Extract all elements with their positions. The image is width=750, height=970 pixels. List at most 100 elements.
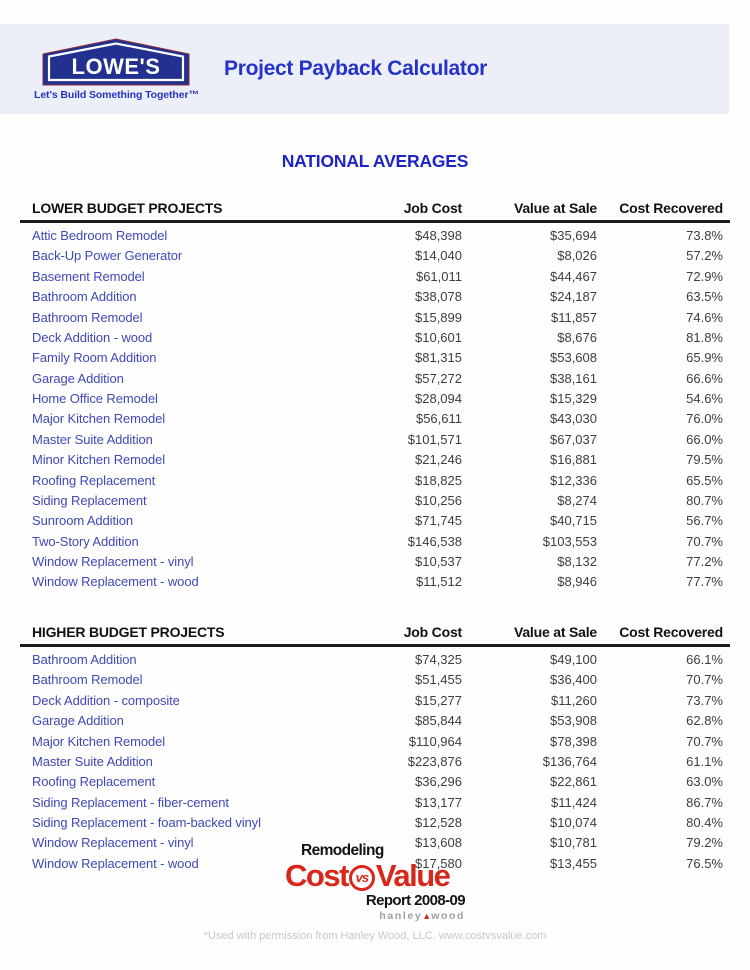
project-name-cell: Siding Replacement - foam-backed vinyl (32, 815, 261, 831)
value-cell: $71,745 (415, 513, 462, 529)
table-row: Window Replacement - vinyl $13,608 $10,781… (20, 833, 730, 853)
value-cell: $10,256 (415, 492, 462, 508)
value-cell: 80.7% (686, 492, 723, 508)
project-name-cell: Deck Addition - composite (32, 692, 180, 708)
value-cell: 73.7% (686, 692, 723, 708)
project-name-cell: Home Office Remodel (32, 391, 158, 406)
value-cell: 79.2% (686, 835, 723, 851)
value-cell: $35,694 (550, 228, 597, 243)
value-cell: $10,537 (415, 554, 462, 569)
higher-budget-table: HIGHER BUDGET PROJECTS Job Cost Value at… (20, 618, 730, 873)
value-cell: $101,571 (407, 431, 462, 447)
value-cell: $13,455 (550, 855, 597, 871)
table-row: Window Replacement - wood $11,512 $8,946 77… (20, 572, 730, 592)
cost-vs-value-logo-inner: Remodeling Cost vs Value Report 2008-09 … (285, 843, 466, 922)
value-cell: 73.8% (686, 228, 723, 243)
hanley-wood-logo: hanley▲wood (285, 910, 465, 922)
table-row: Roofing Replacement $36,296 $22,861 63.0% (20, 772, 730, 792)
cost-vs-value-logo: Remodeling Cost vs Value Report 2008-09 … (0, 843, 750, 921)
project-name-cell: Sunroom Addition (32, 513, 134, 529)
table-row: Sunroom Addition $71,745 $40,715 56.7% (20, 511, 730, 531)
project-name-cell: Roofing Replacement (32, 472, 156, 488)
table-row: Bathroom Addition $38,078 $24,187 63.5% (20, 286, 730, 306)
value-cell: $8,274 (557, 492, 597, 508)
table-row: Siding Replacement $10,256 $8,274 80.7% (20, 490, 730, 510)
value-cell: $146,538 (407, 533, 462, 549)
value-cell: $53,908 (550, 713, 597, 729)
value-cell: $8,132 (557, 554, 597, 569)
value-cell: $13,177 (415, 794, 462, 810)
table-row: Minor Kitchen Remodel $21,246 $16,881 79.5% (20, 449, 730, 469)
lower-budget-table: LOWER BUDGET PROJECTS Job Cost Value at … (20, 194, 730, 592)
value-cell: $223,876 (407, 753, 462, 769)
value-cell: $43,030 (550, 411, 597, 427)
value-cell: 61.1% (686, 753, 723, 769)
value-cell: 57.2% (686, 248, 723, 264)
table-row: Major Kitchen Remodel $110,964 $78,398 70.7… (20, 731, 730, 751)
value-cell: $110,964 (408, 733, 462, 749)
table-row: Window Replacement - wood $17,580 $13,455 7… (20, 853, 730, 873)
table-row: Siding Replacement - foam-backed vinyl $1… (20, 812, 730, 832)
value-cell: 66.6% (686, 370, 723, 386)
table-row: Back-Up Power Generator $14,040 $8,026 57.2… (20, 246, 730, 266)
value-cell: 70.7% (686, 672, 723, 688)
value-cell: $10,601 (415, 329, 462, 345)
project-name-cell: Attic Bedroom Remodel (32, 228, 168, 243)
value-cell: 66.1% (686, 652, 723, 668)
tables-container: LOWER BUDGET PROJECTS Job Cost Value at … (20, 194, 730, 874)
lowes-brand-text: LOWE'S (72, 54, 161, 79)
project-name-cell: Bathroom Remodel (32, 309, 143, 325)
project-name-cell: Window Replacement - vinyl (32, 554, 194, 569)
value-wordmark: Value (375, 857, 451, 893)
value-cell: $56,611 (415, 411, 462, 427)
column-header-value-at-sale: Value at Sale (462, 618, 597, 648)
value-cell: $38,161 (550, 370, 597, 386)
value-cell: $8,026 (557, 248, 597, 264)
value-cell: $136,764 (542, 753, 597, 769)
value-cell: 66.0% (686, 431, 723, 447)
value-cell: 86.7% (686, 794, 723, 810)
value-cell: $24,187 (550, 289, 597, 305)
vs-circle-icon: vs (348, 864, 375, 891)
value-cell: $15,329 (550, 391, 597, 406)
table-row: Home Office Remodel $28,094 $15,329 54.6% (20, 388, 730, 408)
value-cell: $11,424 (550, 794, 597, 810)
value-cell: $11,857 (550, 309, 597, 325)
value-cell: $53,608 (550, 350, 597, 366)
value-cell: $74,325 (415, 652, 462, 668)
value-cell: $36,400 (550, 672, 597, 688)
value-cell: $12,528 (415, 815, 462, 831)
table-row: Bathroom Addition $74,325 $49,100 66.1% (20, 646, 730, 670)
project-name-cell: Bathroom Addition (32, 652, 137, 668)
table-row: Basement Remodel $61,011 $44,467 72.9% (20, 266, 730, 286)
table-row: Bathroom Remodel $51,455 $36,400 70.7% (20, 670, 730, 690)
lowes-logo: LOWE'S Let's Build Something Together™ (34, 37, 199, 101)
project-name-cell: Siding Replacement (32, 492, 147, 508)
value-cell: 76.5% (686, 855, 723, 871)
project-name-cell: Major Kitchen Remodel (32, 411, 166, 427)
table-row: Master Suite Addition $101,571 $67,037 66.0… (20, 429, 730, 449)
value-cell: 63.5% (686, 289, 723, 305)
project-name-cell: Master Suite Addition (32, 431, 153, 447)
value-cell: 54.6% (686, 391, 723, 406)
value-cell: 79.5% (686, 452, 723, 468)
value-cell: $61,011 (415, 268, 462, 284)
project-name-cell: Two-Story Addition (32, 533, 139, 549)
value-cell: $78,398 (550, 733, 597, 749)
table-row: Two-Story Addition $146,538 $103,553 70.7% (20, 531, 730, 551)
value-cell: 62.8% (686, 713, 723, 729)
report-year-label: Report 2008-09 (365, 891, 466, 909)
value-cell: $103,553 (542, 533, 597, 549)
value-cell: $12,336 (550, 472, 597, 488)
value-cell: $18,825 (415, 472, 462, 488)
project-name-cell: Roofing Replacement (32, 774, 156, 790)
cost-wordmark: Cost (285, 857, 349, 893)
section-title-national-averages: NATIONAL AVERAGES (281, 151, 469, 171)
project-name-cell: Garage Addition (32, 370, 124, 386)
value-cell: $28,094 (415, 391, 462, 406)
project-name-cell: Family Room Addition (32, 350, 157, 366)
value-cell: 63.0% (686, 774, 723, 790)
column-header-job-cost: Job Cost (340, 194, 462, 223)
project-name-cell: Back-Up Power Generator (32, 248, 183, 264)
